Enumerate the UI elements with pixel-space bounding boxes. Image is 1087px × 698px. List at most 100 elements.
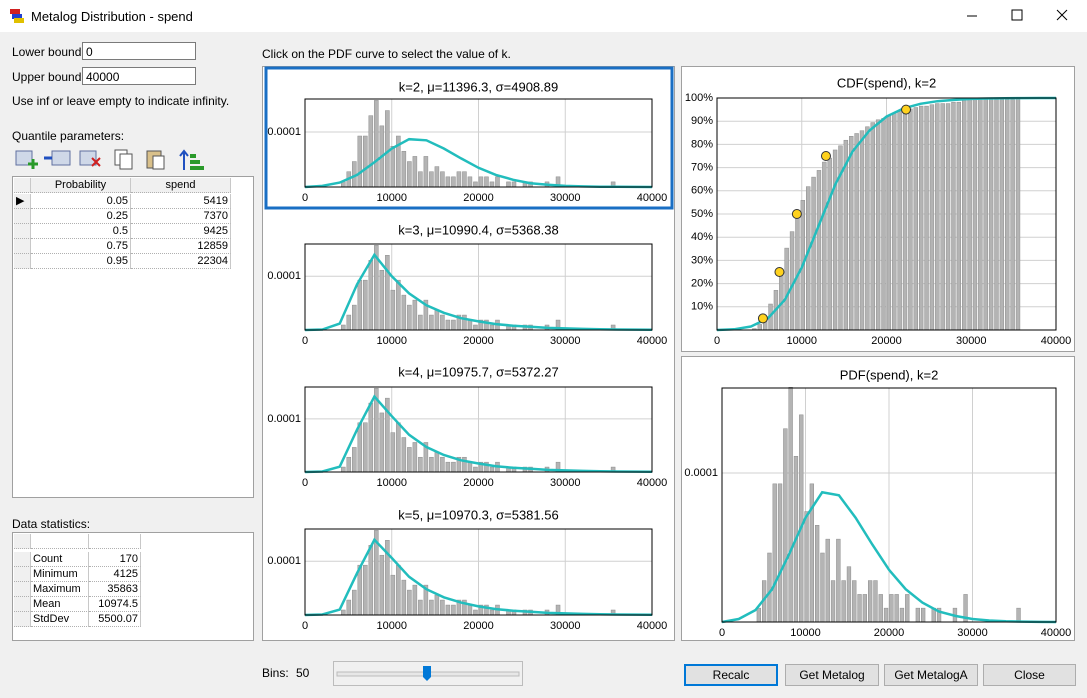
histogram-bar: [467, 604, 473, 616]
histogram-bar: [385, 110, 390, 188]
histogram-bar: [434, 594, 440, 616]
recalc-button[interactable]: Recalc: [684, 664, 778, 686]
x-tick-label: 30000: [957, 627, 988, 639]
histogram-bar: [418, 456, 423, 473]
histogram-bar: [445, 461, 451, 473]
histogram-bar: [456, 171, 462, 188]
get-metalog-button[interactable]: Get Metalog: [785, 664, 879, 686]
table-cell[interactable]: 12859: [131, 239, 231, 254]
histogram-bar: [913, 107, 918, 331]
histogram-bar: [484, 176, 489, 188]
plot-frame: [304, 528, 653, 616]
slider-thumb[interactable]: [423, 666, 431, 681]
histogram-bar: [806, 186, 811, 331]
histogram-bar: [897, 111, 902, 331]
chart-title: k=3, μ=10990.4, σ=5368.38: [398, 222, 558, 237]
row-header: ▶: [14, 194, 31, 209]
histogram-bar: [489, 466, 495, 473]
table-cell[interactable]: 0.75: [31, 239, 131, 254]
selection-border: [264, 66, 674, 210]
chart[interactable]: k=4, μ=10975.7, σ=5372.27 0 10000 20000 3000…: [267, 364, 667, 488]
histogram-bar: [827, 157, 832, 331]
paste-button[interactable]: [146, 150, 165, 170]
y-tick-label: 30%: [691, 254, 713, 266]
x-tick-label: 20000: [871, 335, 902, 347]
histogram-bar: [363, 135, 368, 188]
row-header: [14, 567, 31, 582]
histogram-bar: [511, 181, 517, 188]
table-cell[interactable]: 7370: [131, 209, 231, 224]
histogram-bar: [418, 171, 423, 188]
histogram-bar: [799, 414, 804, 623]
row-header: [14, 612, 31, 627]
get-metaloga-button[interactable]: Get MetalogA: [884, 664, 978, 686]
lower-bound-input[interactable]: 0: [82, 42, 196, 60]
histogram-bar: [881, 118, 886, 331]
table-cell[interactable]: 22304: [131, 254, 231, 269]
quantile-point: [774, 267, 785, 277]
x-tick-label: 0: [714, 335, 720, 347]
x-tick-label: 10000: [376, 335, 407, 347]
header-corner: [14, 178, 31, 193]
sort-button[interactable]: [179, 149, 204, 170]
histogram-bar: [905, 594, 910, 623]
histogram-bar: [894, 594, 899, 623]
histogram-bar: [407, 589, 412, 616]
row-header: [14, 239, 31, 254]
table-cell[interactable]: 0.95: [31, 254, 131, 269]
upper-bound-label: Upper bound:: [12, 70, 85, 84]
lower-bound-label: Lower bound:: [12, 45, 85, 59]
histogram-bar: [341, 466, 346, 473]
histogram-bar: [935, 103, 940, 331]
histogram-bar: [346, 314, 352, 331]
chart[interactable]: k=5, μ=10970.3, σ=5381.56 0 10000 20000 3000…: [267, 507, 667, 631]
quantile-point: [820, 151, 831, 161]
histogram-bar: [374, 100, 379, 188]
insert-row-button[interactable]: [44, 150, 71, 166]
quantile-point: [757, 313, 768, 324]
bins-slider[interactable]: [333, 661, 524, 687]
quantile-table[interactable]: Probability spend ▶ 0.05 5419 0.25 7370 0.5 9425…: [12, 176, 254, 498]
histogram-bar: [341, 324, 346, 331]
histogram-bar: [972, 99, 978, 331]
y-tick-label: 20%: [691, 278, 713, 290]
x-tick-label: 0: [302, 620, 308, 632]
histogram-bar: [341, 609, 346, 616]
x-tick-label: 40000: [1041, 335, 1072, 347]
histogram-bar: [988, 99, 994, 331]
maximize-button[interactable]: [1011, 9, 1023, 21]
histogram-bar: [783, 428, 788, 623]
table-cell[interactable]: 0.5: [31, 224, 131, 239]
histogram-bar: [854, 133, 859, 331]
curve: [304, 394, 653, 474]
add-row-button[interactable]: [15, 150, 38, 169]
chart[interactable]: k=2, μ=11396.3, σ=4908.89 0 10000 20000 3000…: [264, 66, 674, 210]
table-cell[interactable]: 0.25: [31, 209, 131, 224]
copy-button[interactable]: [114, 149, 133, 170]
histogram-bar: [401, 294, 407, 331]
table-cell[interactable]: 5419: [131, 194, 231, 209]
histogram-bar: [363, 422, 368, 473]
histogram-bar: [889, 594, 894, 623]
table-cell[interactable]: 0.05: [31, 194, 131, 209]
close-window-button[interactable]: [1056, 9, 1068, 21]
histogram-bar: [495, 176, 500, 188]
histogram-bar: [357, 135, 363, 188]
histogram-bar: [434, 166, 440, 188]
histogram-bar: [870, 122, 875, 331]
histogram-bar: [902, 108, 908, 331]
close-button[interactable]: Close: [983, 664, 1076, 686]
histogram-bar: [418, 599, 423, 616]
x-tick-label: 40000: [1041, 627, 1072, 639]
x-tick-label: 30000: [956, 335, 987, 347]
table-cell[interactable]: 9425: [131, 224, 231, 239]
delete-row-button[interactable]: [79, 150, 101, 167]
histogram-bar: [412, 442, 418, 473]
histogram-bar: [429, 456, 434, 473]
upper-bound-input[interactable]: 40000: [82, 67, 196, 85]
x-tick-label: 20000: [874, 627, 905, 639]
chart[interactable]: k=3, μ=10990.4, σ=5368.38 0 10000 20000 3000…: [267, 222, 667, 346]
y-tick-label: 10%: [691, 301, 713, 313]
y-tick-label: 100%: [685, 92, 713, 104]
histogram-bar: [473, 466, 478, 473]
